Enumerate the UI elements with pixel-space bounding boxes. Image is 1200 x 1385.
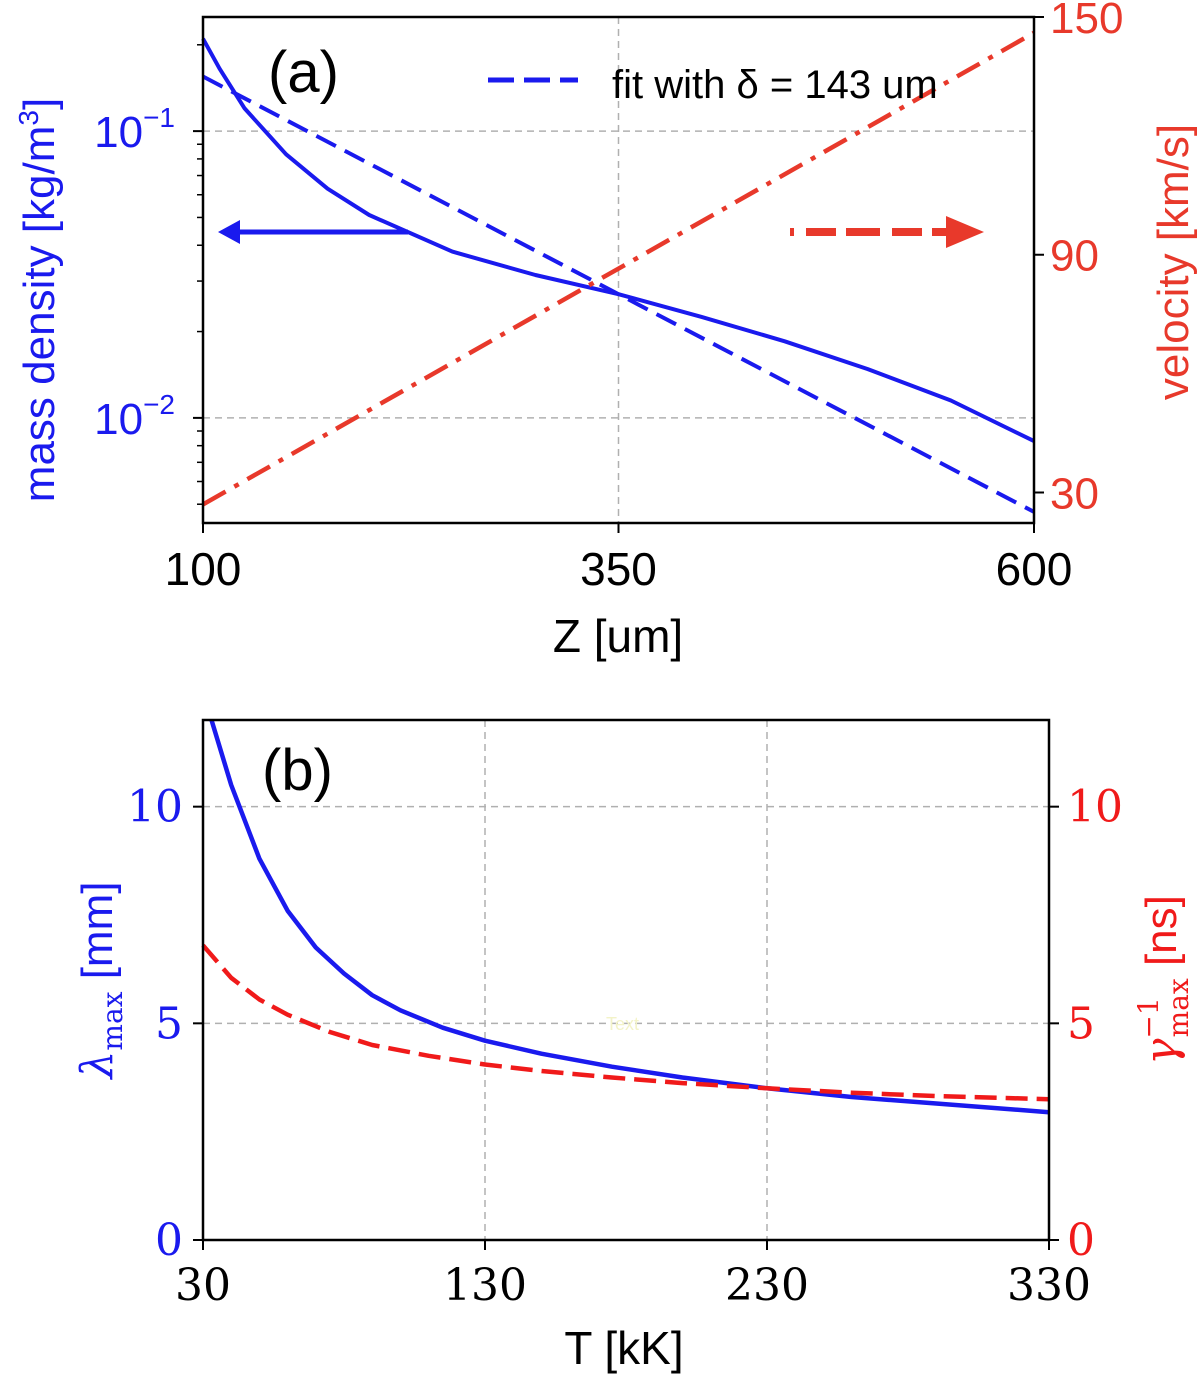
y-axis-label-left-b: λmax [mm] — [72, 882, 129, 1081]
x-tick-label-b: 230 — [725, 1260, 809, 1311]
y-tick-label-right-b: 5 — [1067, 998, 1095, 1049]
panel-label-a: (a) — [268, 40, 339, 105]
series-b — [201, 719, 1050, 1115]
y-axis-label-left-a: mass density [kg/m3] — [13, 98, 64, 502]
y-tick-label-left-a: 10−1 — [94, 102, 175, 157]
y-tick-label-left-b: 0 — [155, 1215, 183, 1266]
x-tick-label-b: 330 — [1007, 1260, 1091, 1311]
series-line-velocity — [201, 30, 1036, 507]
y-tick-label-right-a: 90 — [1050, 232, 1099, 281]
x-tick-label-b: 30 — [175, 1260, 231, 1311]
y-tick-label-right-a: 150 — [1050, 0, 1123, 43]
y-tick-label-left-a: 10−2 — [94, 389, 175, 444]
y-axis-label-right-a: velocity [km/s] — [1149, 124, 1198, 400]
x-axis-label-b: T [kK] — [564, 1322, 683, 1374]
legend-label-fit: fit with δ = 143 um — [612, 63, 938, 107]
series-line-fit — [202, 74, 1035, 514]
grid-b — [203, 720, 1049, 1240]
x-tick-label-a: 600 — [996, 543, 1073, 595]
panel-label-b: (b) — [262, 738, 333, 803]
x-tick-label-a: 350 — [580, 543, 657, 595]
y-tick-label-right-b: 10 — [1067, 782, 1123, 833]
ticks-a: 100 350 600 10−2 10−1 30 90 150 — [94, 0, 1123, 595]
x-tick-label-a: 100 — [165, 543, 242, 595]
arrow-right-velocity — [790, 216, 984, 248]
series-line-density — [201, 37, 1035, 443]
series-a — [201, 30, 1036, 514]
plot-frame-b — [201, 718, 1051, 1242]
watermark-text: Text — [606, 1014, 639, 1034]
y-tick-label-left-b: 5 — [155, 998, 183, 1049]
x-tick-label-b: 130 — [443, 1260, 527, 1311]
y-tick-label-left-b: 10 — [127, 782, 183, 833]
series-line-lambda-max — [209, 719, 1050, 1115]
y-axis-label-right-b: γ−1max [ns] — [1132, 895, 1195, 1065]
y-tick-label-right-a: 30 — [1050, 469, 1099, 518]
arrow-left-density — [218, 220, 408, 244]
series-line-gamma-inv — [201, 943, 1050, 1102]
y-tick-label-right-b: 0 — [1067, 1215, 1095, 1266]
panel-a: 100 350 600 10−2 10−1 30 90 150 (a) fit with δ … — [13, 0, 1198, 662]
x-axis-label-a: Z [um] — [553, 610, 683, 662]
